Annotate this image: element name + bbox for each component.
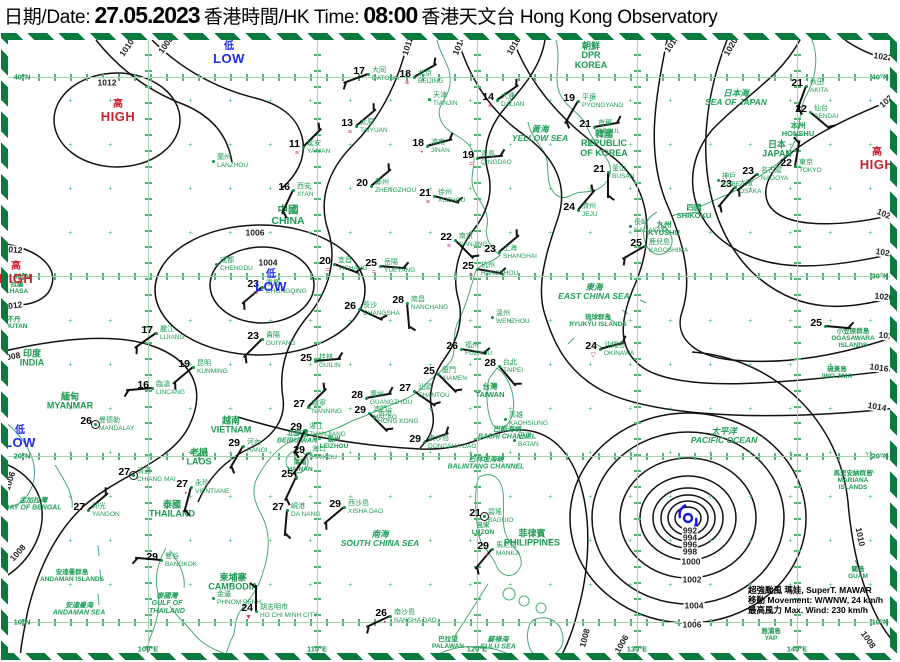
time-label: 香港時間/HK Time: [203, 7, 360, 28]
time-value: 08:00 [363, 2, 418, 28]
observatory-title: 香港天文台 Hong Kong Observatory [421, 7, 718, 28]
chart-header: 日期/Date: 27.05.2023 香港時間/HK Time: 08:00 … [4, 2, 900, 32]
date-value: 27.05.2023 [94, 2, 200, 28]
map-border-frame [1, 33, 897, 660]
date-label: 日期/Date: [4, 7, 91, 28]
